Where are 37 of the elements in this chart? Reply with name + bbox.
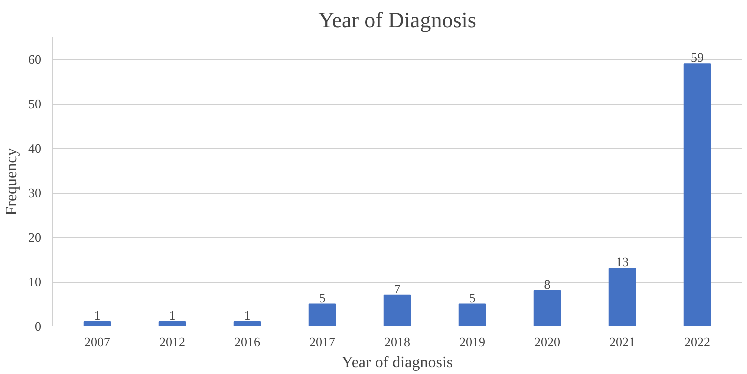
chart-title: Year of Diagnosis <box>318 8 476 32</box>
data-label: 1 <box>244 308 251 324</box>
x-tick-label: 2012 <box>160 334 186 350</box>
y-tick-label: 50 <box>28 96 42 112</box>
y-tick-label: 20 <box>28 230 42 246</box>
y-axis-title: Frequency <box>4 148 20 216</box>
data-label: 1 <box>94 308 101 324</box>
x-tick-label: 2018 <box>384 334 410 350</box>
y-tick-label: 60 <box>28 52 42 68</box>
y-tick-label: 30 <box>28 186 42 201</box>
x-tick-label: 2007 <box>84 334 111 350</box>
x-tick-label: 2016 <box>234 334 261 350</box>
y-tick-label: 40 <box>28 141 42 156</box>
bar <box>684 64 712 326</box>
y-tick-label: 0 <box>35 319 42 334</box>
bar <box>308 304 336 326</box>
data-label: 13 <box>616 254 629 270</box>
bar <box>534 290 562 326</box>
data-label: 59 <box>691 50 704 66</box>
bar <box>384 294 412 326</box>
data-label: 8 <box>544 276 551 292</box>
bar <box>458 304 486 326</box>
x-tick-label: 2019 <box>460 334 486 350</box>
bar <box>158 322 186 326</box>
data-label: 5 <box>469 290 476 306</box>
x-tick-label: 2021 <box>610 334 636 350</box>
bar <box>608 268 636 326</box>
data-label: 7 <box>394 281 402 296</box>
data-label: 5 <box>319 290 326 306</box>
x-axis-title: Year of diagnosis <box>342 354 454 372</box>
x-tick-label: 2022 <box>684 334 710 350</box>
x-tick-label: 2020 <box>534 334 560 350</box>
data-label: 1 <box>169 308 176 324</box>
bar <box>234 322 262 326</box>
y-tick-label: 10 <box>28 274 42 290</box>
bar <box>84 322 112 326</box>
x-tick-label: 2017 <box>310 334 336 350</box>
